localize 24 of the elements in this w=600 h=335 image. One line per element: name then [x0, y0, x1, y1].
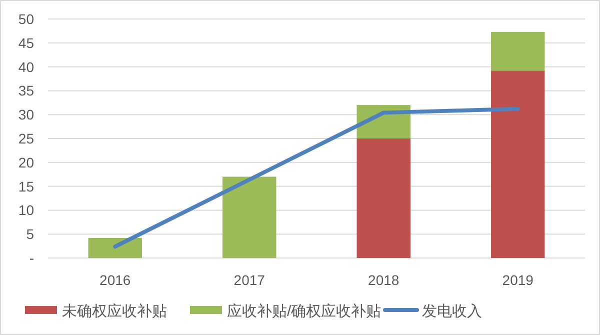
line-series: [113, 106, 520, 249]
y-tick-label: 50: [18, 11, 34, 27]
y-tick-label: 40: [18, 58, 34, 75]
bar: [88, 238, 142, 258]
x-tick-label: 2019: [502, 272, 534, 288]
bar: [356, 138, 410, 258]
y-tick-label: 45: [18, 34, 34, 51]
y-tick-label: 30: [18, 106, 34, 123]
y-tick-label: 15: [18, 178, 34, 194]
y-tick-label: 20: [18, 154, 34, 170]
legend-label: 应收补贴/确权应收补贴: [227, 303, 382, 320]
x-tick-label: 2016: [100, 272, 131, 288]
y-tick-label: 10: [18, 202, 34, 218]
y-tick-label: 35: [18, 82, 34, 99]
x-tick-label: 2018: [368, 272, 400, 288]
y-tick-label: 25: [18, 130, 34, 146]
bar: [491, 32, 545, 71]
bar: [491, 70, 545, 258]
bar: [222, 176, 276, 258]
legend-label: 发电收入: [422, 303, 482, 320]
legend-label: 未确权应收补贴: [62, 303, 167, 320]
y-tick-label: 5: [26, 226, 34, 242]
y-tick-label: -: [29, 250, 34, 266]
x-tick-label: 2017: [234, 272, 266, 288]
